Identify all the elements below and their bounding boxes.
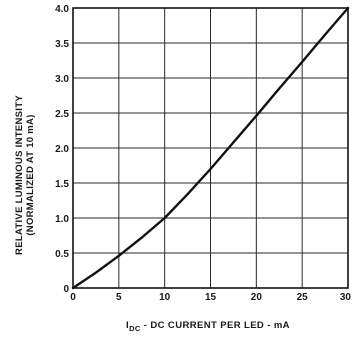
x-tick-label-30: 30 [340, 292, 352, 303]
series-layer [71, 6, 350, 290]
x-axis-label-subscript: DC [129, 324, 141, 333]
y-tick-label-3.0: 3.0 [55, 74, 69, 85]
y-tick-label-3.5: 3.5 [55, 39, 69, 50]
x-tick-label-15: 15 [205, 292, 217, 303]
y-axis-label-line1: RELATIVE LUMINOUS INTENSITY [14, 95, 25, 255]
grid-lines [73, 8, 348, 288]
x-axis-label-text: - DC CURRENT PER LED - mA [141, 320, 290, 331]
x-tick-label-10: 10 [159, 292, 171, 303]
y-tick-label-2.5: 2.5 [55, 109, 69, 120]
series-line-0 [71, 6, 350, 290]
x-tick-label-20: 20 [251, 292, 263, 303]
y-tick-label-2.0: 2.0 [55, 144, 69, 155]
y-tick-label-0: 0 [63, 284, 69, 295]
x-axis-label-symbol: I [126, 320, 129, 331]
y-axis-label-line2: (NORMALIZED AT 10 mA) [25, 114, 36, 235]
y-tick-labels: 0 0.5 1.0 1.5 2.0 2.5 3.0 3.5 4.0 [55, 4, 69, 295]
plot-frame [72, 7, 349, 289]
y-tick-label-1.0: 1.0 [55, 214, 69, 225]
axes [72, 7, 349, 289]
y-tick-label-1.5: 1.5 [55, 179, 69, 190]
x-tick-labels: 0 5 10 15 20 25 30 [70, 292, 351, 303]
y-tick-label-4.0: 4.0 [55, 4, 69, 15]
x-axis-label: IDC - DC CURRENT PER LED - mA [126, 320, 290, 333]
y-tick-label-0.5: 0.5 [55, 249, 69, 260]
x-tick-label-25: 25 [297, 292, 309, 303]
x-tick-label-5: 5 [116, 292, 122, 303]
x-tick-label-0: 0 [70, 292, 76, 303]
